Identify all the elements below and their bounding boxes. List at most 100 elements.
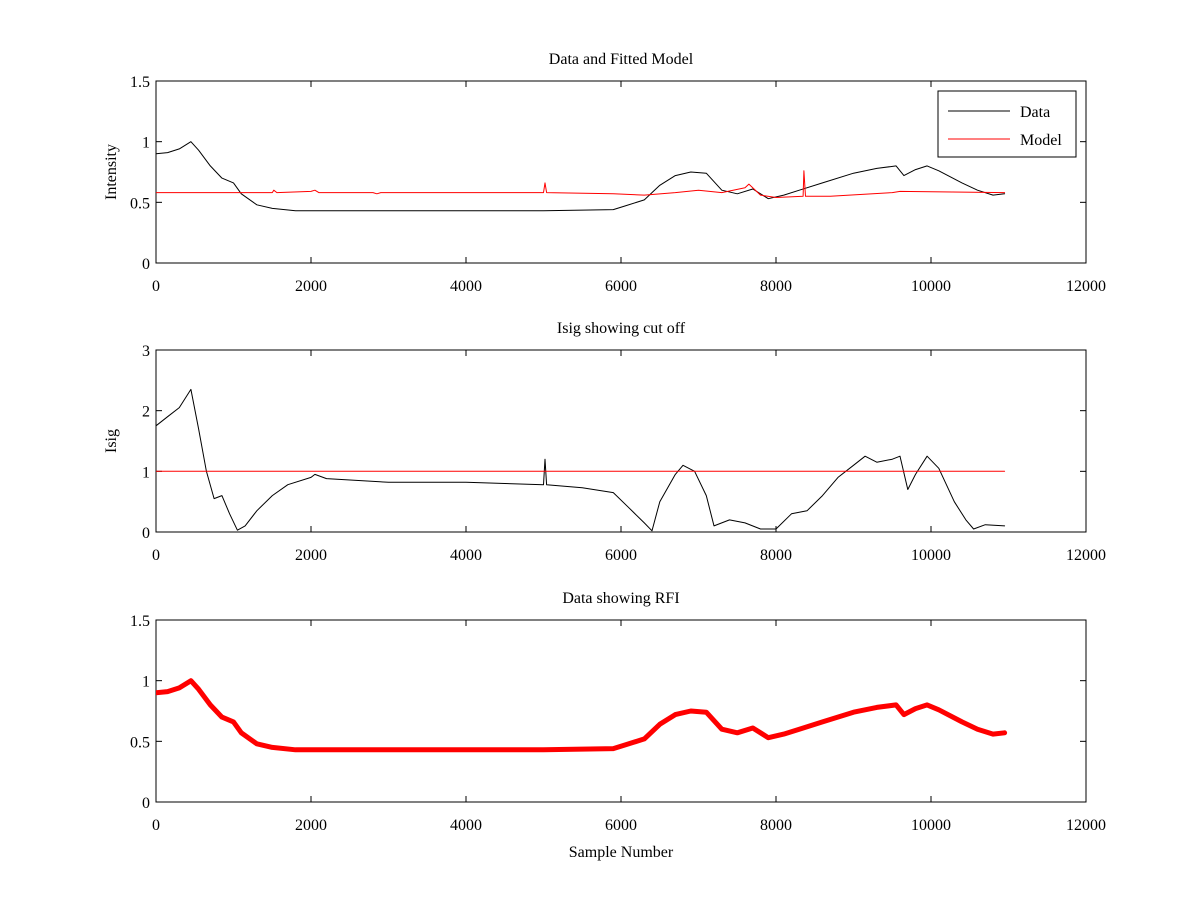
data-point bbox=[927, 456, 928, 457]
y-tick-label: 3 bbox=[142, 343, 150, 360]
data-point bbox=[822, 721, 823, 722]
data-point bbox=[1004, 471, 1005, 472]
y-tick-label: 1.5 bbox=[130, 613, 150, 630]
y-axis-label: Isig bbox=[103, 429, 120, 453]
data-point bbox=[613, 209, 614, 210]
x-tick-label: 2000 bbox=[295, 817, 327, 834]
data-point bbox=[690, 710, 691, 711]
data-point bbox=[977, 729, 978, 730]
data-point bbox=[504, 483, 505, 484]
data-point bbox=[272, 208, 273, 209]
data-point bbox=[349, 749, 350, 750]
x-tick-label: 2000 bbox=[295, 278, 327, 295]
data-point bbox=[892, 459, 893, 460]
data-point bbox=[465, 749, 466, 750]
data-point bbox=[624, 205, 625, 206]
data-point bbox=[973, 528, 974, 529]
data-point bbox=[179, 407, 180, 408]
data-point bbox=[853, 173, 854, 174]
x-tick-label: 0 bbox=[152, 547, 160, 564]
data-point bbox=[210, 704, 211, 705]
data-point bbox=[190, 141, 191, 142]
data-point bbox=[644, 522, 645, 523]
data-point bbox=[675, 175, 676, 176]
data-point bbox=[965, 519, 966, 520]
data-point bbox=[326, 478, 327, 479]
data-point bbox=[543, 192, 544, 193]
chart-title: Data and Fitted Model bbox=[549, 51, 694, 68]
data-point bbox=[706, 173, 707, 174]
chart-title: Isig showing cut off bbox=[557, 320, 686, 337]
data-point bbox=[675, 474, 676, 475]
data-point bbox=[721, 190, 722, 191]
data-point bbox=[721, 192, 722, 193]
x-tick-label: 6000 bbox=[605, 547, 637, 564]
axes-frame bbox=[155, 349, 1087, 533]
x-tick-label: 0 bbox=[152, 817, 160, 834]
data-point bbox=[659, 724, 660, 725]
data-point bbox=[903, 175, 904, 176]
legend-box bbox=[937, 90, 1077, 158]
y-tick-label: 0 bbox=[142, 795, 150, 812]
x-tick-label: 4000 bbox=[450, 817, 482, 834]
data-point bbox=[221, 178, 222, 179]
data-point bbox=[853, 712, 854, 713]
data-point bbox=[713, 525, 714, 526]
data-point bbox=[803, 170, 804, 171]
data-point bbox=[803, 196, 804, 197]
data-point bbox=[388, 482, 389, 483]
data-point bbox=[198, 689, 199, 690]
legend-label-model: Model bbox=[1020, 132, 1062, 149]
data-point bbox=[543, 484, 544, 485]
data-point bbox=[543, 749, 544, 750]
data-point bbox=[229, 513, 230, 514]
data-point bbox=[791, 513, 792, 514]
data-point bbox=[853, 465, 854, 466]
data-point bbox=[806, 510, 807, 511]
data-point bbox=[698, 190, 699, 191]
x-tick-label: 8000 bbox=[760, 278, 792, 295]
data-point bbox=[865, 456, 866, 457]
data-point bbox=[245, 525, 246, 526]
y-tick-label: 0.5 bbox=[130, 195, 150, 212]
subplot-2: 0 2000 4000 6000 8000 10000 12000 0 1 2 3 Isig show… bbox=[103, 320, 1106, 564]
data-point bbox=[237, 530, 238, 531]
data-point bbox=[256, 743, 257, 744]
data-point bbox=[241, 732, 242, 733]
data-point bbox=[388, 749, 389, 750]
data-point bbox=[167, 416, 168, 417]
series-line-data bbox=[156, 141, 1006, 212]
data-point bbox=[876, 707, 877, 708]
data-point bbox=[272, 495, 273, 496]
y-tick-label: 0 bbox=[142, 525, 150, 542]
data-point bbox=[241, 193, 242, 194]
data-point bbox=[198, 428, 199, 429]
data-point bbox=[233, 721, 234, 722]
data-point bbox=[179, 687, 180, 688]
data-point bbox=[659, 185, 660, 186]
data-point bbox=[760, 195, 761, 196]
data-point bbox=[760, 528, 761, 529]
data-point bbox=[314, 474, 315, 475]
data-point bbox=[190, 389, 191, 390]
data-point bbox=[752, 727, 753, 728]
data-point bbox=[613, 193, 614, 194]
data-point bbox=[954, 501, 955, 502]
data-point bbox=[903, 714, 904, 715]
x-tick-label: 4000 bbox=[450, 278, 482, 295]
data-point bbox=[372, 192, 373, 193]
x-axis-label: Sample Number bbox=[569, 844, 674, 861]
data-point bbox=[799, 190, 800, 191]
x-tick-label: 12000 bbox=[1066, 817, 1106, 834]
data-point bbox=[899, 191, 900, 192]
data-point bbox=[992, 734, 993, 735]
data-point bbox=[783, 734, 784, 735]
series-group bbox=[156, 388, 1006, 532]
data-point bbox=[659, 501, 660, 502]
x-tick-label: 0 bbox=[152, 278, 160, 295]
data-point bbox=[899, 456, 900, 457]
data-point bbox=[613, 748, 614, 749]
data-point bbox=[915, 708, 916, 709]
data-point bbox=[376, 193, 377, 194]
x-tick-label: 10000 bbox=[911, 817, 951, 834]
